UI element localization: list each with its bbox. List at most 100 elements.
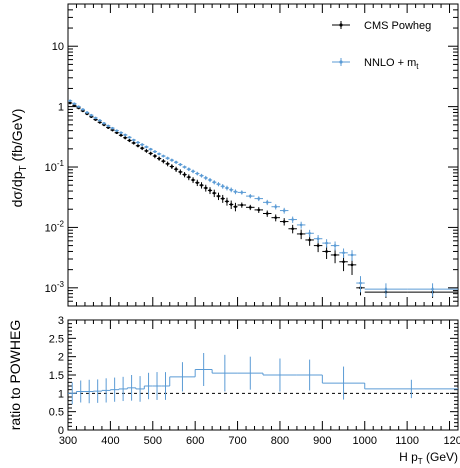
data-point (98, 119, 102, 122)
legend-entry-cms-powheg: CMS Powheg (332, 20, 431, 32)
data-point (350, 253, 354, 257)
data-point (174, 167, 178, 171)
ratio-y-tick-label: 1.5 (49, 370, 64, 382)
data-point (94, 116, 97, 120)
data-point (291, 227, 294, 231)
main-series (68, 99, 458, 298)
data-point (299, 223, 303, 227)
data-point (333, 244, 337, 247)
data-point (350, 263, 354, 267)
data-point (85, 111, 89, 114)
main-y-tick-label-exp: -3 (57, 280, 65, 289)
data-point (240, 203, 244, 207)
legend-dot-nnlo (339, 60, 343, 64)
ratio-y-tick-label: 3 (58, 315, 64, 327)
data-point (115, 129, 119, 132)
legend-label-nnlo: NNLO + mt (364, 57, 419, 71)
data-point (274, 216, 278, 219)
ratio-panel: 0 0.5 1 1.5 2 2.5 3 300 400 500 600 700 800 900 1000 1… (7, 315, 460, 466)
main-y-axis-label-text: dσ/dp (9, 171, 25, 207)
main-plot-frame (67, 3, 459, 307)
data-point (229, 203, 233, 206)
x-axis-label-text: H p (399, 450, 418, 464)
data-point (183, 165, 186, 169)
data-point (212, 180, 216, 184)
ratio-y-tick-label: 2 (58, 352, 64, 364)
data-point (170, 158, 174, 162)
data-point (153, 154, 157, 158)
data-point (257, 208, 261, 212)
data-point (179, 170, 182, 174)
ratio-series (68, 353, 458, 405)
data-point (234, 190, 237, 194)
ratio-y-ticks: 0 0.5 1 1.5 2 2.5 3 (49, 315, 458, 437)
data-point (342, 251, 345, 255)
data-point (157, 152, 161, 156)
data-point (119, 131, 123, 134)
data-point (221, 184, 225, 188)
main-y-tick-label: 10-3 (45, 280, 65, 295)
data-point (111, 128, 114, 132)
data-point (299, 232, 303, 236)
data-point (106, 124, 110, 128)
main-x-ticks (67, 4, 459, 306)
data-point (200, 183, 203, 187)
ratio-x-tick-label: 1000 (352, 435, 376, 447)
data-point (183, 173, 186, 176)
data-point (162, 154, 165, 158)
main-y-tick-label-base: 10 (45, 222, 57, 234)
data-point (234, 205, 237, 209)
data-point (265, 201, 269, 204)
data-point (98, 120, 102, 124)
main-y-tick-label: 1 (58, 102, 64, 114)
data-point (140, 143, 144, 146)
data-point (90, 113, 93, 117)
ratio-y-tick-label: 0.5 (49, 407, 64, 419)
data-point (229, 188, 233, 192)
x-axis-label-sub: T (418, 457, 423, 466)
legend-label-cms-powheg: CMS Powheg (364, 20, 431, 32)
data-point (217, 182, 220, 186)
data-point (149, 152, 152, 155)
data-point (149, 147, 152, 151)
main-y-tick-label-base: 10 (45, 162, 57, 174)
data-point (200, 174, 203, 177)
data-point (111, 126, 114, 130)
data-point (204, 176, 208, 180)
data-point (333, 253, 337, 257)
main-y-tick-label: 10 (52, 41, 64, 53)
ratio-x-tick-label: 700 (228, 435, 246, 447)
data-point (195, 181, 199, 184)
data-point (257, 197, 261, 200)
legend: CMS Powheg NNLO + mt (332, 20, 431, 71)
data-point (282, 220, 286, 223)
main-y-tick-label-base: 10 (52, 41, 64, 53)
data-point (115, 131, 119, 134)
data-point (68, 99, 72, 103)
data-point (174, 160, 178, 164)
data-point (153, 150, 157, 153)
data-point (123, 133, 127, 137)
data-point (73, 102, 76, 105)
ratio-x-tick-label: 400 (101, 435, 119, 447)
main-y-tick-label-base: 10 (45, 283, 57, 295)
data-point (157, 157, 161, 160)
data-point (187, 167, 191, 171)
series-cms-powheg (68, 101, 458, 298)
data-point (140, 146, 144, 150)
data-point (128, 136, 131, 139)
main-y-tick-label-base: 1 (58, 102, 64, 114)
ratio-y-tick-label: 0 (58, 425, 64, 437)
ratio-x-tick-label: 300 (59, 435, 77, 447)
data-point (274, 205, 278, 209)
data-point (145, 149, 148, 153)
series-nnlo (68, 99, 458, 297)
data-point (308, 238, 311, 242)
data-point (179, 163, 182, 166)
data-point (431, 287, 434, 291)
data-point (316, 244, 320, 247)
ratio-y-axis-label: ratio to POWHEG (7, 320, 23, 430)
